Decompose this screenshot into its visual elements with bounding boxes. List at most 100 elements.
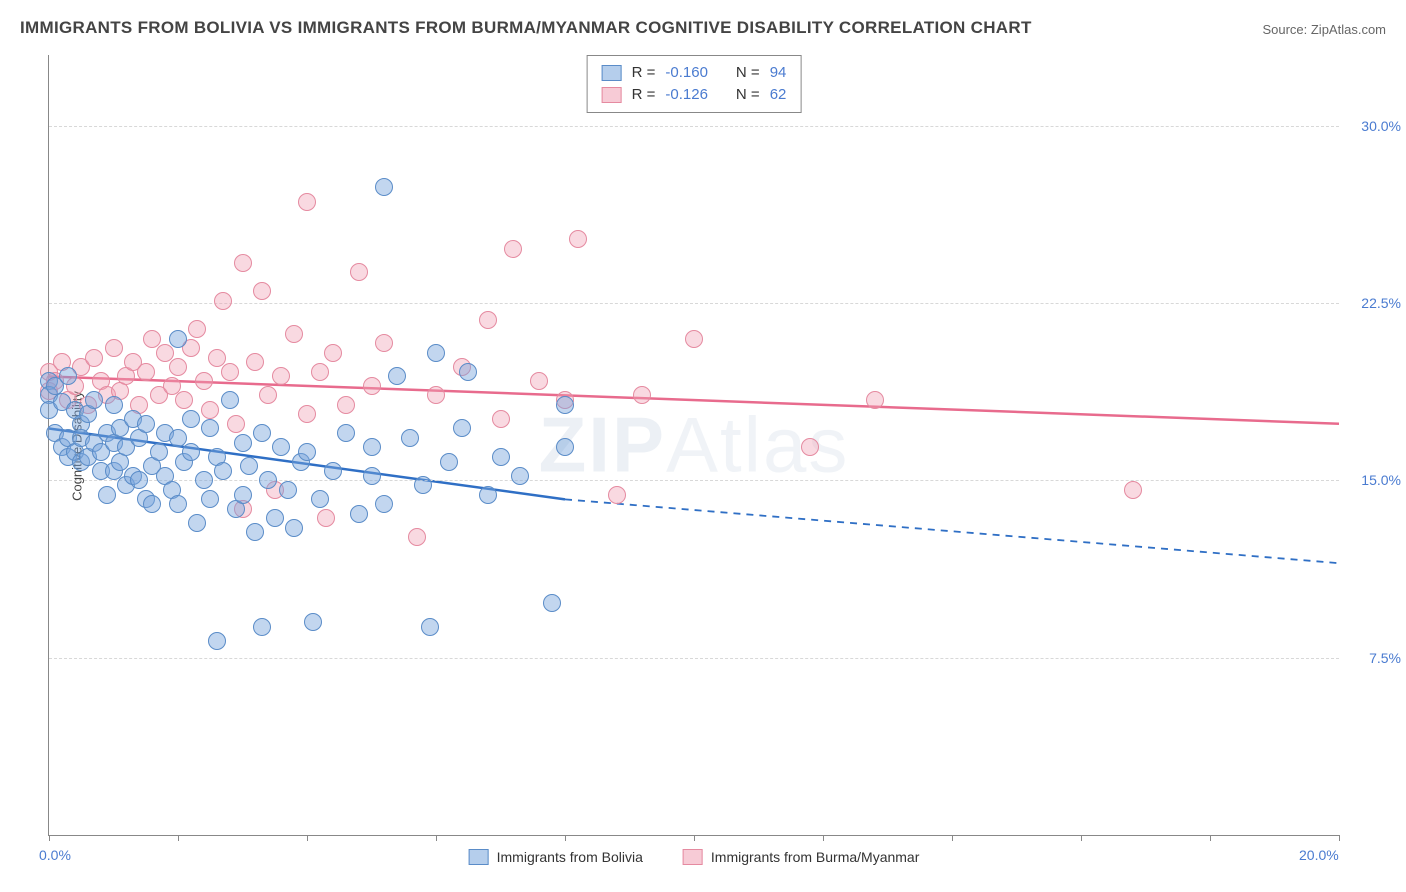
data-point (608, 486, 626, 504)
data-point (375, 334, 393, 352)
data-point (143, 495, 161, 513)
data-point (234, 434, 252, 452)
x-tick (952, 835, 953, 841)
data-point (421, 618, 439, 636)
series-legend: Immigrants from Bolivia Immigrants from … (469, 849, 920, 865)
data-point (556, 396, 574, 414)
x-tick (565, 835, 566, 841)
n-label: N = (736, 62, 760, 84)
legend-label: Immigrants from Bolivia (497, 849, 643, 865)
data-point (234, 486, 252, 504)
data-point (195, 471, 213, 489)
swatch-blue (602, 65, 622, 81)
data-point (201, 490, 219, 508)
data-point (298, 193, 316, 211)
gridline (49, 126, 1339, 127)
data-point (324, 344, 342, 362)
data-point (492, 410, 510, 428)
x-tick (307, 835, 308, 841)
data-point (137, 415, 155, 433)
data-point (253, 618, 271, 636)
data-point (427, 386, 445, 404)
data-point (511, 467, 529, 485)
data-point (285, 519, 303, 537)
data-point (427, 344, 445, 362)
legend-row: R = -0.126 N = 62 (602, 84, 787, 106)
data-point (414, 476, 432, 494)
data-point (259, 386, 277, 404)
x-tick (436, 835, 437, 841)
data-point (150, 443, 168, 461)
data-point (440, 453, 458, 471)
watermark-text-b: Atlas (666, 401, 849, 489)
y-tick-label: 22.5% (1361, 295, 1401, 311)
legend-label: Immigrants from Burma/Myanmar (711, 849, 919, 865)
data-point (363, 377, 381, 395)
data-point (214, 292, 232, 310)
data-point (259, 471, 277, 489)
gridline (49, 658, 1339, 659)
data-point (633, 386, 651, 404)
swatch-pink (683, 849, 703, 865)
data-point (105, 339, 123, 357)
data-point (182, 410, 200, 428)
data-point (556, 438, 574, 456)
data-point (98, 486, 116, 504)
chart-plot-area: ZIPAtlas R = -0.160 N = 94 R = -0.126 N … (48, 55, 1339, 836)
data-point (324, 462, 342, 480)
y-tick-label: 30.0% (1361, 118, 1401, 134)
data-point (59, 367, 77, 385)
data-point (479, 486, 497, 504)
data-point (201, 401, 219, 419)
data-point (569, 230, 587, 248)
data-point (298, 443, 316, 461)
data-point (530, 372, 548, 390)
x-tick-label: 0.0% (39, 847, 71, 863)
legend-item: Immigrants from Bolivia (469, 849, 643, 865)
data-point (227, 415, 245, 433)
x-tick (178, 835, 179, 841)
data-point (453, 419, 471, 437)
data-point (130, 471, 148, 489)
data-point (408, 528, 426, 546)
data-point (272, 367, 290, 385)
x-tick (1210, 835, 1211, 841)
data-point (801, 438, 819, 456)
legend-item: Immigrants from Burma/Myanmar (683, 849, 919, 865)
data-point (246, 353, 264, 371)
gridline (49, 303, 1339, 304)
data-point (311, 490, 329, 508)
data-point (337, 424, 355, 442)
r-value: -0.126 (665, 84, 708, 106)
r-label: R = (632, 62, 656, 84)
legend-row: R = -0.160 N = 94 (602, 62, 787, 84)
x-tick-label: 20.0% (1299, 847, 1339, 863)
r-value: -0.160 (665, 62, 708, 84)
x-tick (1081, 835, 1082, 841)
data-point (272, 438, 290, 456)
data-point (317, 509, 335, 527)
x-tick (694, 835, 695, 841)
data-point (105, 396, 123, 414)
data-point (311, 363, 329, 381)
data-point (279, 481, 297, 499)
data-point (375, 178, 393, 196)
data-point (214, 462, 232, 480)
data-point (85, 391, 103, 409)
x-tick (823, 835, 824, 841)
n-value: 94 (770, 62, 787, 84)
data-point (479, 311, 497, 329)
data-point (188, 320, 206, 338)
data-point (85, 349, 103, 367)
data-point (350, 263, 368, 281)
data-point (169, 495, 187, 513)
gridline (49, 480, 1339, 481)
data-point (221, 391, 239, 409)
correlation-legend: R = -0.160 N = 94 R = -0.126 N = 62 (587, 55, 802, 113)
data-point (221, 363, 239, 381)
data-point (337, 396, 355, 414)
data-point (195, 372, 213, 390)
data-point (504, 240, 522, 258)
data-point (375, 495, 393, 513)
swatch-blue (469, 849, 489, 865)
